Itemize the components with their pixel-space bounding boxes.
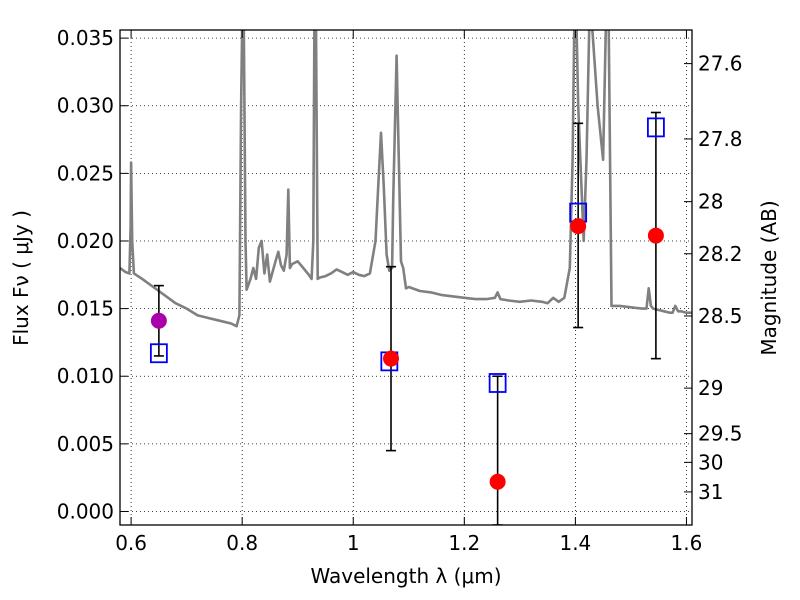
secondary-y-axis-title: Magnitude (AB) [757, 200, 781, 355]
y-axis-title: Flux Fν ( μJy ) [9, 210, 33, 346]
x-tick-label: 1.4 [559, 531, 591, 555]
x-tick-label: 0.8 [226, 531, 258, 555]
x-axis-title: Wavelength λ (μm) [310, 564, 501, 588]
model-sed-layer [120, 30, 692, 328]
observed-photometry-point [489, 473, 506, 490]
x-tick-label: 1.2 [448, 531, 480, 555]
y-tick-label: 0.020 [57, 229, 114, 253]
model-photometry-square [647, 117, 665, 138]
model-photometry-square [488, 373, 507, 393]
x-tick-label: 1.6 [671, 531, 703, 555]
mag-tick-label: 27.8 [698, 127, 743, 151]
mag-tick-label: 29.5 [698, 422, 743, 446]
grid-lines [120, 30, 692, 525]
y-tick-label: 0.000 [57, 499, 114, 523]
model-photometry-square [149, 343, 168, 364]
mag-tick-label: 29 [698, 376, 723, 400]
mag-tick-label: 28 [698, 190, 723, 214]
mag-tick-label: 27.6 [698, 52, 743, 76]
mag-tick-label: 30 [698, 450, 723, 474]
x-tick-label: 1 [347, 531, 360, 555]
observed-photometry-point [150, 312, 167, 329]
x-tick-label: 0.6 [115, 531, 147, 555]
y-tick-label: 0.015 [57, 297, 114, 321]
mag-tick-label: 28.2 [698, 242, 743, 266]
observed-photometry-point [647, 227, 664, 244]
y-tick-label: 0.035 [57, 26, 114, 50]
y-tick-label: 0.005 [57, 432, 114, 456]
observed-photometry-point [383, 350, 400, 367]
observed-photometry-layer [150, 218, 664, 490]
y-tick-label: 0.030 [57, 94, 114, 118]
plot-frame [119, 29, 693, 526]
model-sed-line [120, 30, 692, 328]
y-tick-label: 0.010 [57, 364, 114, 388]
y-tick-label: 0.025 [57, 161, 114, 185]
observed-photometry-point [570, 218, 587, 235]
mag-tick-label: 31 [698, 480, 723, 504]
model-photometry-layer [149, 117, 665, 393]
mag-tick-label: 28.5 [698, 304, 743, 328]
axis-ticks: 0.6 0.8 1 1.2 1.4 1.6 0.000 0.005 0.010 0.015 0.02… [57, 26, 743, 555]
